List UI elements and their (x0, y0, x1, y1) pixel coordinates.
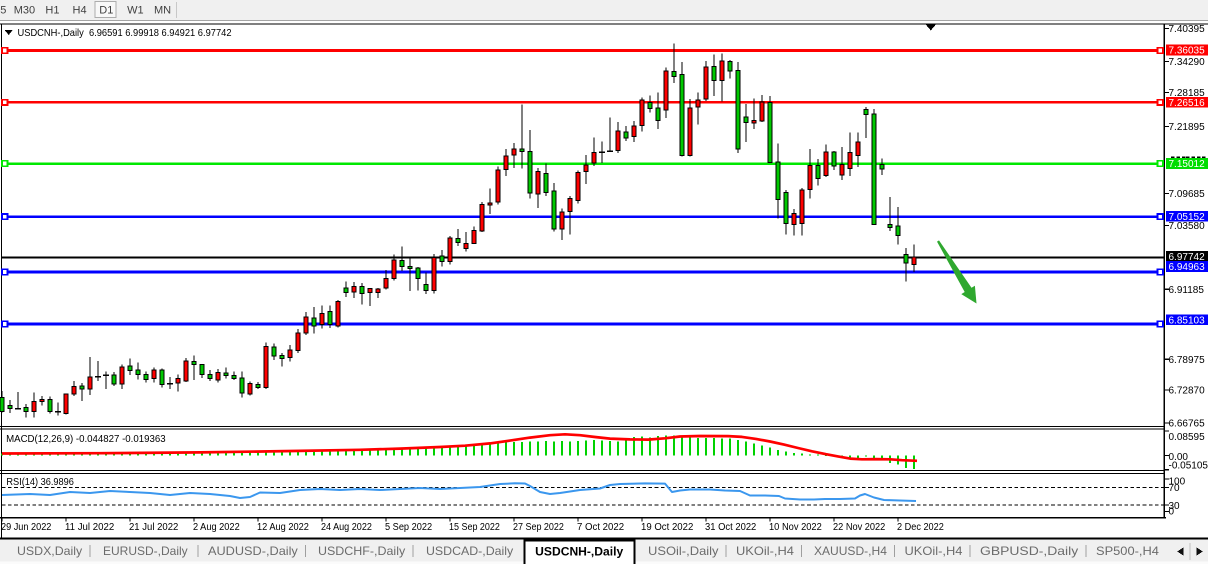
svg-text:USDCNH-,Daily: USDCNH-,Daily (535, 544, 623, 558)
svg-text:7.05152: 7.05152 (1169, 212, 1206, 223)
svg-text:22 Nov 2022: 22 Nov 2022 (833, 522, 886, 533)
svg-text:7.21895: 7.21895 (1169, 122, 1206, 133)
svg-text:MACD(12,26,9) -0.044827 -0.019: MACD(12,26,9) -0.044827 -0.019363 (6, 434, 166, 445)
svg-text:6.94963: 6.94963 (1169, 262, 1206, 273)
svg-text:7.09685: 7.09685 (1169, 189, 1206, 200)
svg-text:-0.051055: -0.051055 (1169, 461, 1208, 472)
svg-text:XAUUSD-,H4: XAUUSD-,H4 (814, 544, 887, 558)
svg-text:EURUSD-,Daily: EURUSD-,Daily (103, 544, 188, 558)
svg-text:21 Jul 2022: 21 Jul 2022 (129, 522, 179, 533)
svg-text:7.36035: 7.36035 (1169, 46, 1206, 57)
svg-text:6.85103: 6.85103 (1169, 315, 1206, 326)
svg-text:7.40395: 7.40395 (1169, 24, 1206, 35)
svg-text:USDCHF-,Daily: USDCHF-,Daily (318, 544, 405, 558)
svg-text:19 Oct 2022: 19 Oct 2022 (641, 522, 694, 533)
svg-text:5 Sep 2022: 5 Sep 2022 (385, 522, 432, 533)
svg-text:30: 30 (1169, 501, 1181, 512)
svg-text:D1: D1 (99, 5, 113, 17)
svg-text:2 Dec 2022: 2 Dec 2022 (897, 522, 944, 533)
svg-text:M30: M30 (14, 5, 35, 17)
svg-text:10 Nov 2022: 10 Nov 2022 (769, 522, 822, 533)
svg-text:GBPUSD-,Daily: GBPUSD-,Daily (980, 544, 1078, 558)
svg-text:70: 70 (1169, 483, 1181, 494)
svg-text:SP500-,H4: SP500-,H4 (1096, 544, 1159, 558)
svg-text:RSI(14) 36.9896: RSI(14) 36.9896 (6, 477, 74, 488)
svg-text:6.66765: 6.66765 (1169, 419, 1206, 430)
svg-text:2 Aug 2022: 2 Aug 2022 (193, 522, 240, 533)
svg-text:USDCNH-,Daily 6.96591 6.99918: USDCNH-,Daily 6.96591 6.99918 6.94921 6.… (18, 27, 232, 39)
svg-text:UKOil-,H4: UKOil-,H4 (736, 544, 794, 558)
svg-text:MN: MN (154, 5, 171, 17)
svg-text:7.26516: 7.26516 (1169, 98, 1206, 109)
svg-text:7.03580: 7.03580 (1169, 221, 1206, 232)
svg-text:USDCAD-,Daily: USDCAD-,Daily (426, 544, 513, 558)
svg-text:31 Oct 2022: 31 Oct 2022 (705, 522, 757, 533)
svg-text:24 Aug 2022: 24 Aug 2022 (321, 522, 372, 533)
svg-text:5: 5 (0, 5, 6, 17)
svg-text:6.72870: 6.72870 (1169, 386, 1206, 397)
svg-text:27 Sep 2022: 27 Sep 2022 (513, 522, 564, 533)
svg-text:29 Jun 2022: 29 Jun 2022 (1, 522, 52, 533)
svg-text:0: 0 (1169, 507, 1175, 518)
svg-text:H1: H1 (45, 5, 59, 17)
svg-text:11 Jul 2022: 11 Jul 2022 (65, 522, 115, 533)
svg-text:7 Oct 2022: 7 Oct 2022 (577, 522, 625, 533)
svg-text:0.08595: 0.08595 (1169, 432, 1206, 443)
svg-text:6.78975: 6.78975 (1169, 355, 1206, 366)
svg-text:12 Aug 2022: 12 Aug 2022 (257, 522, 309, 533)
svg-text:7.15012: 7.15012 (1169, 159, 1206, 170)
svg-text:H4: H4 (73, 5, 87, 17)
svg-text:6.91185: 6.91185 (1169, 285, 1205, 296)
svg-text:0.00: 0.00 (1169, 452, 1189, 463)
svg-text:W1: W1 (127, 5, 144, 17)
svg-text:AUDUSD-,Daily: AUDUSD-,Daily (208, 544, 298, 558)
svg-text:7.34290: 7.34290 (1169, 57, 1206, 68)
svg-text:USOil-,Daily: USOil-,Daily (648, 544, 719, 558)
svg-text:UKOil-,H4: UKOil-,H4 (905, 544, 963, 558)
svg-text:100: 100 (1169, 477, 1186, 488)
svg-text:USDX,Daily: USDX,Daily (17, 544, 82, 558)
svg-text:7.28185: 7.28185 (1169, 88, 1206, 99)
svg-text:15 Sep 2022: 15 Sep 2022 (449, 522, 500, 533)
svg-text:6.97742: 6.97742 (1169, 252, 1206, 263)
